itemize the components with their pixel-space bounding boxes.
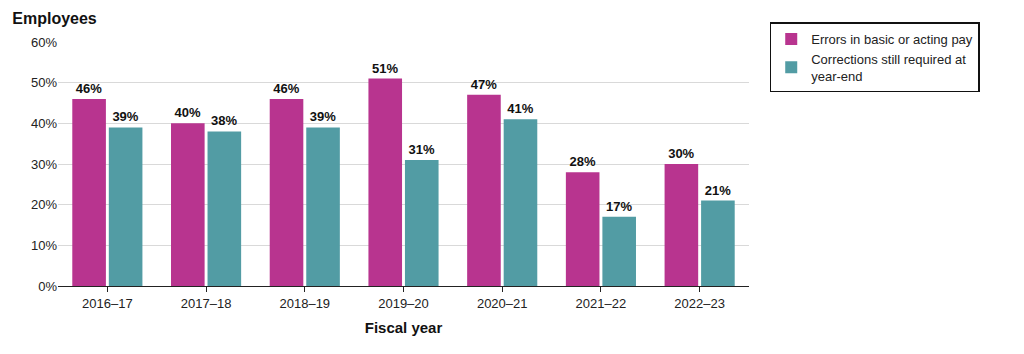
svg-text:39%: 39% (310, 109, 336, 124)
svg-text:30%: 30% (31, 157, 57, 172)
svg-text:30%: 30% (668, 146, 694, 161)
svg-text:38%: 38% (211, 113, 237, 128)
svg-text:Corrections still required aty: Corrections still required atyear-end (811, 52, 966, 84)
svg-text:50%: 50% (31, 75, 57, 90)
svg-text:2019–20: 2019–20 (378, 296, 429, 311)
svg-text:Fiscal year: Fiscal year (365, 319, 443, 336)
svg-text:31%: 31% (409, 142, 435, 157)
svg-text:20%: 20% (31, 197, 57, 212)
svg-text:47%: 47% (471, 77, 497, 92)
svg-text:46%: 46% (273, 81, 299, 96)
svg-text:41%: 41% (507, 101, 533, 116)
svg-text:2020–21: 2020–21 (477, 296, 528, 311)
svg-text:17%: 17% (606, 199, 632, 214)
svg-text:28%: 28% (569, 154, 595, 169)
svg-text:2022–23: 2022–23 (674, 296, 725, 311)
svg-text:39%: 39% (112, 109, 138, 124)
svg-text:51%: 51% (372, 61, 398, 76)
svg-text:2018–19: 2018–19 (279, 296, 330, 311)
svg-text:60%: 60% (31, 35, 57, 50)
svg-text:46%: 46% (76, 81, 102, 96)
svg-text:40%: 40% (175, 105, 201, 120)
svg-text:Errors in basic or acting pay: Errors in basic or acting pay (811, 32, 973, 47)
svg-text:21%: 21% (705, 183, 731, 198)
svg-text:Employees: Employees (12, 10, 97, 27)
svg-text:2016–17: 2016–17 (82, 296, 133, 311)
svg-text:0%: 0% (38, 279, 57, 294)
svg-text:10%: 10% (31, 238, 57, 253)
svg-text:40%: 40% (31, 116, 57, 131)
svg-text:2021–22: 2021–22 (576, 296, 627, 311)
svg-text:2017–18: 2017–18 (181, 296, 232, 311)
